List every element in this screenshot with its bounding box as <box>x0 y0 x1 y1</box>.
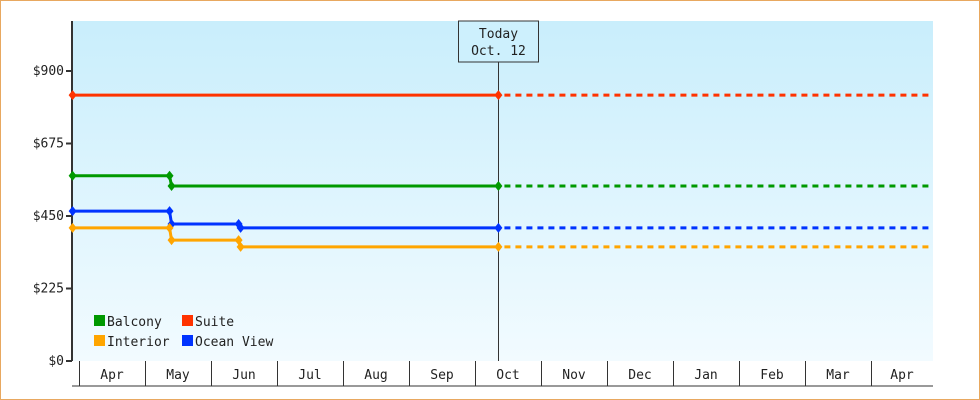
ocean-view-point <box>68 206 77 217</box>
today-label: Today <box>479 27 518 42</box>
interior-point <box>68 222 77 233</box>
x-tick-label: Jul <box>298 368 321 383</box>
legend-swatch-interior <box>94 335 105 346</box>
legend-swatch-ocean-view <box>182 335 193 346</box>
y-tick-label: $225 <box>33 282 64 297</box>
plot-area <box>72 21 933 361</box>
ocean-view-point <box>236 222 245 233</box>
ocean-view-point <box>494 222 503 233</box>
balcony-point <box>494 181 503 192</box>
today-label-box <box>458 20 539 63</box>
suite-point <box>494 90 503 101</box>
legend-label-suite: Suite <box>195 315 234 330</box>
x-tick-label: Nov <box>562 368 586 383</box>
x-tick-label: Jan <box>694 368 717 383</box>
x-tick-label: Apr <box>890 368 914 383</box>
y-tick-label: $0 <box>48 354 64 369</box>
x-tick-label: Sep <box>430 368 454 383</box>
legend-label-ocean-view: Ocean View <box>195 335 273 350</box>
interior-point <box>236 241 245 252</box>
ocean-view-point <box>165 206 174 217</box>
y-tick-label: $900 <box>33 64 64 79</box>
legend-label-balcony: Balcony <box>107 315 162 330</box>
interior-point <box>167 235 176 246</box>
x-tick-label: May <box>166 368 190 383</box>
legend-swatch-suite <box>182 315 193 326</box>
x-tick-label: Apr <box>100 368 124 383</box>
x-tick-label: Feb <box>760 368 784 383</box>
interior-point <box>165 222 174 233</box>
x-tick-label: Aug <box>364 368 387 383</box>
legend-label-interior: Interior <box>107 335 170 350</box>
y-tick-label: $675 <box>33 137 64 152</box>
y-tick-label: $450 <box>33 209 64 224</box>
legend-swatch-balcony <box>94 315 105 326</box>
x-tick-label: Mar <box>826 368 850 383</box>
balcony-point <box>167 181 176 192</box>
balcony-point <box>165 170 174 181</box>
suite-point <box>68 90 77 101</box>
balcony-point <box>68 170 77 181</box>
x-tick-label: Oct <box>496 368 519 383</box>
interior-point <box>494 241 503 252</box>
today-date-label: Oct. 12 <box>471 44 526 59</box>
x-tick-label: Jun <box>232 368 255 383</box>
x-tick-label: Dec <box>628 368 651 383</box>
